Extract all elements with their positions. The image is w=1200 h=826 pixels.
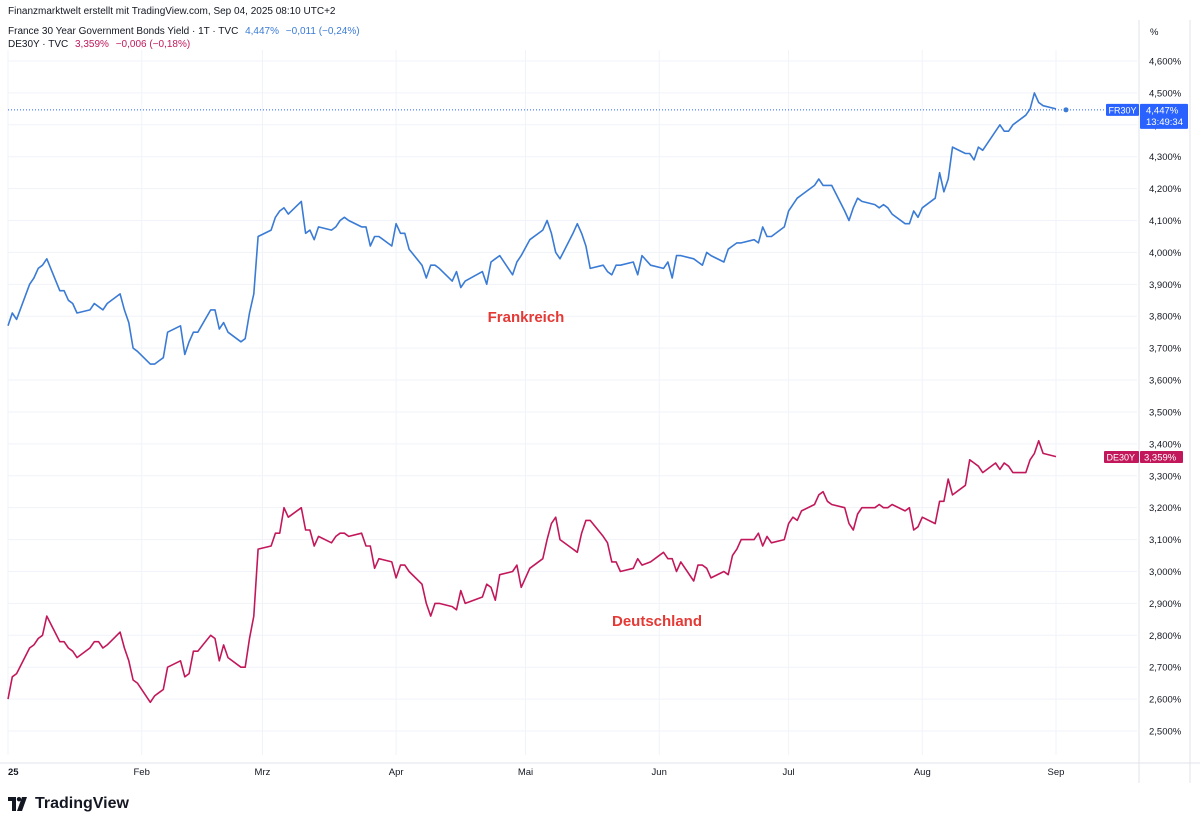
y-tick-label: 2,500% — [1149, 727, 1182, 738]
y-tick-label: 2,600% — [1149, 695, 1182, 706]
y-tick-label: 4,600% — [1149, 57, 1182, 68]
y-tick-label: 4,300% — [1149, 152, 1182, 163]
y-tick-label: 3,400% — [1149, 439, 1182, 450]
y-tick-label: 3,500% — [1149, 407, 1182, 418]
y-tick-label: 3,200% — [1149, 503, 1182, 514]
y-tick-label: 3,300% — [1149, 471, 1182, 482]
legend-fr[interactable]: France 30 Year Government Bonds Yield · … — [8, 26, 364, 37]
y-tick-label: 3,800% — [1149, 312, 1182, 323]
legend-de-title: DE30Y · TVC — [8, 39, 69, 50]
chart-attribution: Finanzmarktwelt erstellt mit TradingView… — [8, 6, 336, 17]
legend-de-value: 3,359% — [75, 39, 109, 50]
y-tick-label: 4,100% — [1149, 216, 1182, 227]
de30y-name-tag — [1104, 450, 1139, 463]
fr30y-name-tag — [1106, 103, 1139, 116]
legend-fr-change: −0,011 (−0,24%) — [285, 26, 360, 37]
fr30y-value-tag-text: 4,447% — [1146, 105, 1179, 116]
legend-de-change: −0,006 (−0,18%) — [115, 39, 191, 50]
fr30y-name-tag-text: FR30Y — [1109, 105, 1137, 115]
x-tick-label: 25 — [8, 767, 19, 778]
x-tick-label: Aug — [914, 767, 931, 778]
x-tick-label: Feb — [134, 767, 150, 778]
fr30y-value-tag — [1140, 103, 1188, 129]
x-tick-label: Sep — [1048, 767, 1065, 778]
de30y-value-tag — [1140, 450, 1183, 463]
x-tick-label: Jul — [783, 767, 795, 778]
legend-fr-value: 4,447% — [245, 26, 280, 37]
y-axis-unit-label: % — [1150, 27, 1159, 38]
fr30y-time-tag-text: 13:49:34 — [1146, 117, 1183, 128]
x-tick-label: Mrz — [255, 767, 271, 778]
y-tick-label: 2,700% — [1149, 663, 1182, 674]
y-tick-label: 3,700% — [1149, 344, 1182, 355]
de30y-value-tag-text: 3,359% — [1144, 452, 1177, 463]
x-tick-label: Apr — [389, 767, 404, 778]
y-tick-label: 3,600% — [1149, 376, 1182, 387]
de30y-name-tag-text: DE30Y — [1107, 452, 1136, 462]
fr30y-last-point — [1063, 107, 1069, 113]
y-tick-label: 4,200% — [1149, 184, 1182, 195]
legend-de[interactable]: DE30Y · TVC 3,359% −0,006 (−0,18%) — [8, 39, 194, 50]
de30y-line[interactable] — [7, 439, 1057, 704]
x-tick-label: Jun — [652, 767, 667, 778]
tradingview-logo-icon — [8, 797, 27, 811]
y-tick-label: 2,800% — [1149, 631, 1182, 642]
y-tick-label: 3,100% — [1149, 535, 1182, 546]
y-tick-label: 2,900% — [1149, 599, 1182, 610]
y-tick-label: 4,000% — [1149, 248, 1182, 259]
tradingview-logo-text: TradingView — [35, 795, 129, 812]
fr30y-line[interactable] — [7, 92, 1057, 365]
annotation-frankreich: Frankreich — [488, 309, 565, 326]
tradingview-logo[interactable]: TradingView — [8, 795, 129, 813]
x-tick-label: Mai — [518, 767, 533, 778]
annotation-deutschland: Deutschland — [612, 613, 702, 630]
legend-fr-title: France 30 Year Government Bonds Yield · … — [8, 26, 239, 37]
y-tick-label: 3,000% — [1149, 567, 1182, 578]
y-tick-label: 3,900% — [1149, 280, 1182, 291]
y-tick-label: 4,500% — [1149, 88, 1182, 99]
